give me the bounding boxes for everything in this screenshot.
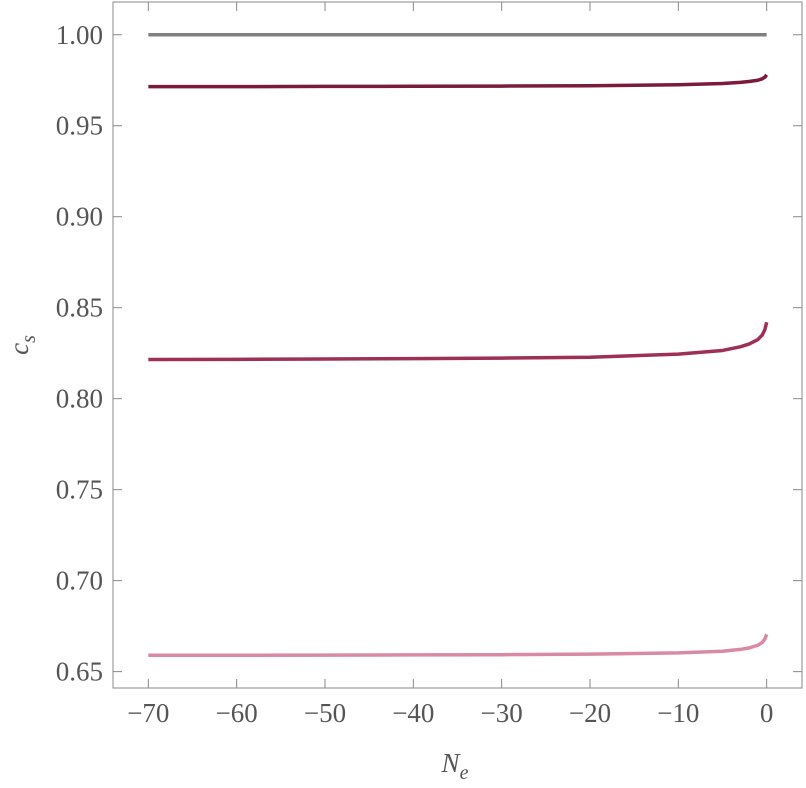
y-axis-label-text: c: [4, 343, 34, 355]
x-tick-label: 0: [760, 698, 774, 728]
x-tick-label: −40: [392, 698, 434, 728]
y-tick-label: 1.00: [56, 20, 103, 50]
y-axis-label: cs: [4, 335, 40, 355]
y-tick-label: 0.65: [56, 657, 103, 687]
x-tick-label: −70: [127, 698, 169, 728]
series-line: [148, 321, 769, 362]
x-axis-label: Ne: [441, 748, 469, 783]
series-line: [148, 73, 769, 89]
y-tick-label: 0.70: [56, 566, 103, 596]
x-tick-label: −30: [481, 698, 523, 728]
y-tick-label: 0.75: [56, 475, 103, 505]
x-tick-label: −20: [569, 698, 611, 728]
plot-frame: [112, 1, 803, 689]
y-tick-label: 0.90: [56, 202, 103, 232]
y-tick-label: 0.95: [56, 111, 103, 141]
y-tick-label: 0.85: [56, 293, 103, 323]
x-axis-label-sub: e: [460, 762, 469, 783]
x-axis-label-text: N: [441, 748, 462, 778]
x-tick-label: −50: [304, 698, 346, 728]
y-tick-label: 0.80: [56, 384, 103, 414]
series-line: [148, 633, 769, 657]
y-axis-label-sub: s: [18, 335, 40, 343]
x-tick-label: −60: [216, 698, 258, 728]
x-tick-label: −10: [657, 698, 699, 728]
